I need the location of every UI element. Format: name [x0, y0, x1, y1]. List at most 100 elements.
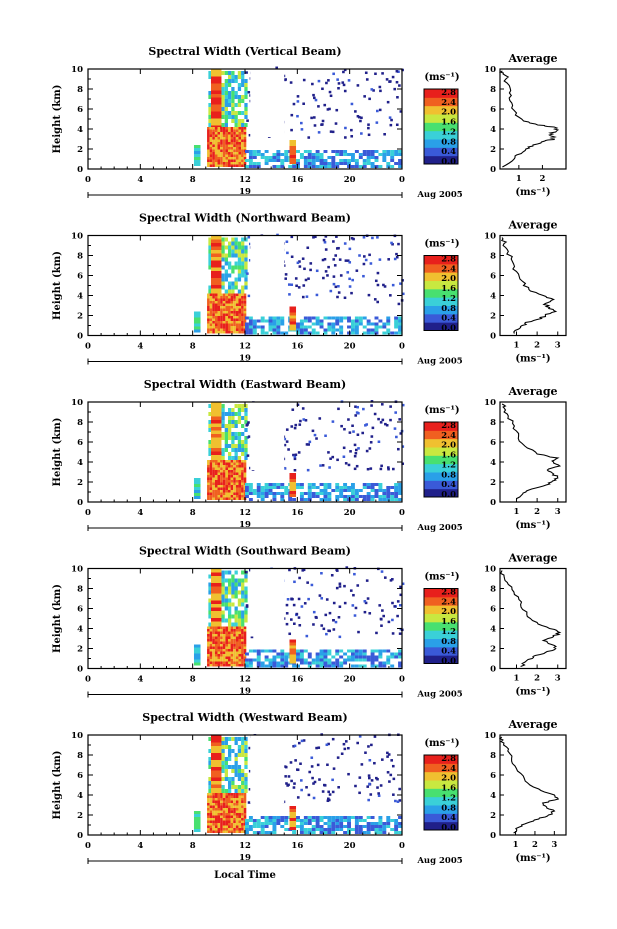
- heatmap-cell: [221, 416, 225, 420]
- heatmap-cell: [394, 483, 399, 486]
- heatmap-cell: [343, 652, 348, 656]
- heatmap-cell: [233, 465, 236, 468]
- heatmap-cell: [287, 448, 290, 451]
- heatmap-cell: [260, 331, 265, 335]
- heatmap-cell: [380, 464, 383, 468]
- heatmap-cell: [244, 237, 248, 242]
- colorbar-segment: [424, 122, 458, 132]
- heatmap-cell: [221, 277, 225, 282]
- heatmap-cell: [225, 142, 228, 145]
- colorbar-segment: [424, 588, 458, 598]
- heatmap-cell: [230, 820, 234, 823]
- heatmap-cell: [299, 495, 304, 498]
- heatmap-cell: [382, 664, 387, 668]
- heatmap-cell: [307, 793, 311, 797]
- heatmap-cell: [235, 303, 239, 306]
- heatmap-cell: [354, 110, 357, 113]
- heatmap-cell: [272, 658, 277, 662]
- heatmap-cell: [238, 815, 242, 818]
- heatmap-cell: [354, 331, 359, 335]
- heatmap-cell: [241, 636, 244, 639]
- heatmap-cell: [230, 793, 234, 796]
- heatmap-cell: [289, 824, 297, 827]
- heatmap-cell: [319, 819, 324, 822]
- heatmap-cell: [252, 331, 257, 335]
- heatmap-cell: [292, 831, 297, 834]
- heatmap-cell: [243, 132, 247, 135]
- heatmap-cell: [243, 129, 247, 132]
- heatmap-cell: [222, 485, 226, 488]
- heatmap-cell: [347, 153, 351, 156]
- avg-y-tick-label: 8: [490, 85, 496, 95]
- heatmap-cell: [393, 87, 397, 91]
- heatmap-cell: [225, 326, 228, 329]
- heatmap-cell: [374, 664, 379, 668]
- heatmap-cell: [214, 482, 218, 485]
- heatmap-cell: [209, 162, 213, 165]
- heatmap-cell: [296, 162, 300, 165]
- heatmap-cell: [272, 655, 277, 659]
- heatmap-cell: [374, 831, 379, 834]
- heatmap-cell: [237, 404, 242, 408]
- heatmap-cell: [227, 614, 232, 619]
- heatmap-cell: [241, 634, 244, 637]
- heatmap-cell: [320, 624, 324, 627]
- heatmap-cell: [212, 810, 215, 813]
- heatmap-cell: [210, 784, 222, 788]
- heatmap-cell: [354, 162, 359, 165]
- heatmap-cell: [212, 296, 215, 299]
- heatmap-cell: [208, 610, 212, 615]
- heatmap-cell: [227, 144, 231, 147]
- heatmap-cell: [230, 465, 234, 468]
- heatmap-cell: [230, 795, 234, 798]
- heatmap-cell: [244, 781, 248, 785]
- heatmap-cell: [296, 325, 300, 329]
- heatmap-cell: [209, 497, 213, 500]
- heatmap-cell: [370, 153, 375, 156]
- heatmap-cell: [327, 652, 332, 656]
- heatmap-cell: [319, 464, 322, 467]
- heatmap-cell: [285, 612, 289, 615]
- heatmap-cell: [222, 316, 226, 319]
- heatmap-cell: [224, 424, 228, 428]
- heatmap-cell: [335, 825, 340, 828]
- heatmap-cell: [342, 455, 346, 459]
- heatmap-cell: [241, 781, 245, 785]
- heatmap-cell: [241, 639, 244, 642]
- heatmap-cell: [335, 316, 340, 320]
- heatmap-cell: [221, 586, 225, 591]
- heatmap-cell: [225, 311, 228, 314]
- heatmap-cell: [382, 150, 387, 153]
- heatmap-cell: [332, 240, 335, 243]
- heatmap-cell: [233, 492, 236, 495]
- heatmap-cell: [264, 816, 269, 819]
- heatmap-cell: [324, 235, 328, 238]
- heatmap-cell: [207, 641, 210, 644]
- heatmap-cell: [311, 156, 316, 159]
- heatmap-cell: [230, 490, 234, 493]
- heatmap-cell: [221, 765, 225, 769]
- heatmap-cell: [230, 664, 234, 667]
- colorbar-tick-label: 0.4: [441, 813, 456, 823]
- heatmap-cell: [241, 745, 245, 749]
- average-title: Average: [507, 552, 557, 565]
- heatmap-cell: [260, 498, 265, 501]
- heatmap-cell: [207, 311, 210, 314]
- heatmap-cell: [217, 654, 221, 657]
- heatmap-cell: [303, 159, 308, 162]
- heatmap-cell: [358, 652, 363, 656]
- heatmap-cell: [320, 572, 323, 575]
- heatmap-cell: [225, 646, 228, 649]
- heatmap-cell: [348, 285, 352, 288]
- heatmap-cell: [209, 485, 213, 488]
- heatmap-cell: [217, 641, 221, 644]
- heatmap-cell: [302, 102, 305, 105]
- heatmap-cell: [289, 318, 297, 322]
- heatmap-cell: [241, 467, 244, 470]
- heatmap-cell: [394, 331, 399, 335]
- heatmap-cell: [237, 610, 242, 615]
- heatmap-cell: [394, 489, 399, 492]
- heatmap-cell: [344, 462, 348, 465]
- heatmap-cell: [235, 805, 239, 808]
- heatmap-cell: [244, 115, 248, 119]
